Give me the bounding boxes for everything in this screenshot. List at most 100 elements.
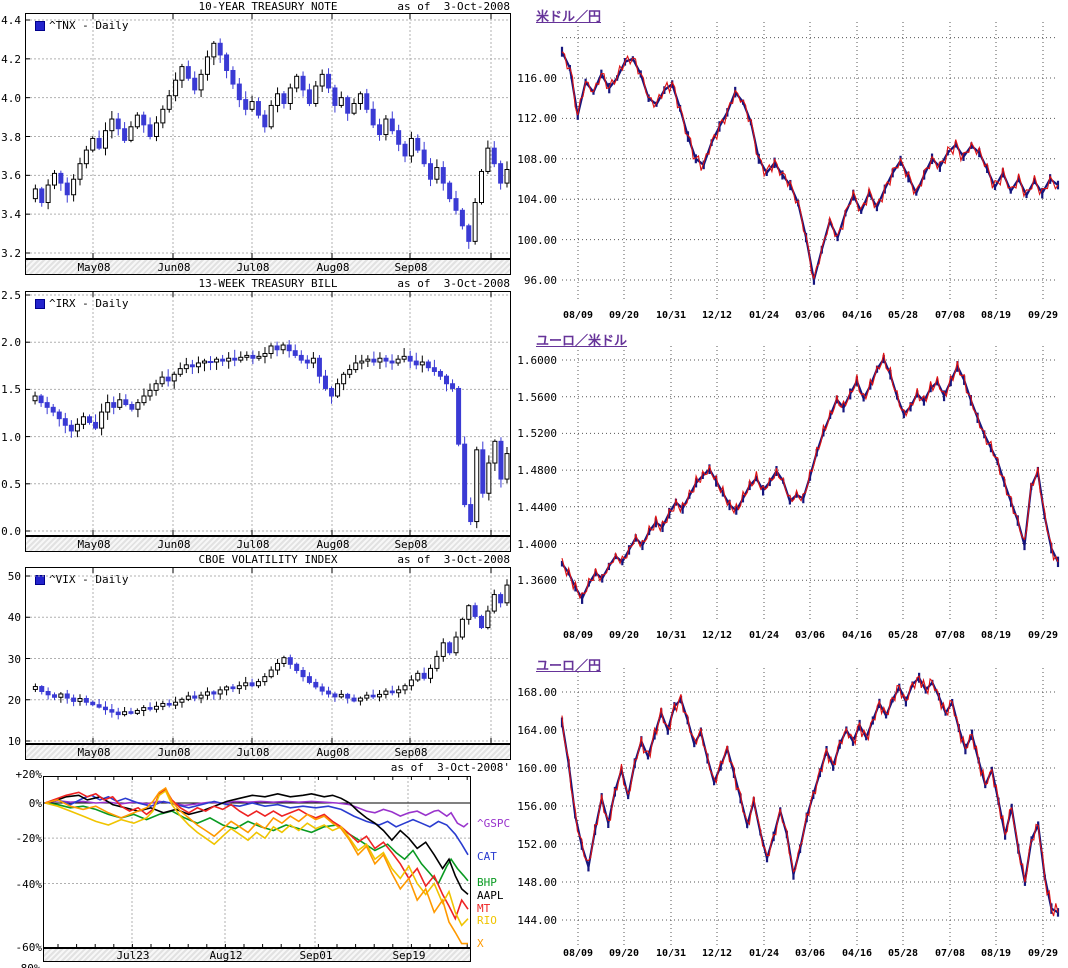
tnx-y-tick: 3.2: [1, 247, 21, 260]
eurjpy-x-tick: 08/09: [562, 948, 594, 959]
usdjpy-y-tick: 100.00: [517, 233, 557, 247]
pct-legend-AAPL: AAPL: [477, 889, 504, 902]
eurjpy-plot: [560, 668, 1060, 946]
eurjpy-x-tick: 01/24: [748, 948, 780, 959]
pct-clipped-bottom-label: -80%: [14, 962, 54, 968]
vix-chart-title: CBOE VOLATILITY INDEX: [198, 553, 338, 566]
tnx-x-tick: Jun08: [157, 261, 191, 274]
eurusd-y-tick: 1.5200: [517, 427, 557, 441]
gridlines: [25, 568, 510, 743]
vix-y-tick: 50: [7, 570, 21, 583]
irx-legend: ^IRX - Daily: [35, 297, 128, 310]
eurusd-y-tick: 1.3600: [517, 574, 557, 588]
eurjpy-x-tick: 04/16: [841, 948, 873, 959]
pct-y-tick: +20%: [15, 768, 43, 782]
candles: [32, 340, 510, 529]
eurjpy-x-tick: 10/31: [655, 948, 687, 959]
candles: [32, 579, 510, 720]
gridlines: [562, 22, 1058, 302]
usdjpy-y-tick: 96.00: [523, 274, 557, 287]
eurjpy-chart-title[interactable]: ユーロ／円: [536, 659, 602, 674]
vix-legend-square-icon: [35, 574, 45, 585]
series-AAPL: [44, 792, 469, 896]
usdjpy-y-tick: 116.00: [517, 72, 557, 85]
eurjpy-x-tick: 12/12: [701, 948, 733, 959]
tnx-y-tick: 4.0: [1, 91, 21, 105]
overlay-series: [561, 352, 1059, 600]
irx-y-tick: 0.0: [1, 525, 21, 538]
usdjpy-x-tick: 10/31: [655, 310, 687, 321]
eurusd-y-tick: 1.6000: [517, 354, 557, 367]
irx-x-axis-band: May08 Jun08 Jul08 Aug08 Sep08: [25, 536, 511, 552]
usdjpy-y-tick: 112.00: [517, 112, 557, 126]
eurusd-x-tick: 08/19: [980, 630, 1012, 641]
eurjpy-y-tick: 160.00: [517, 762, 557, 775]
vix-y-tick: 20: [7, 693, 21, 707]
tnx-x-tick: Sep08: [394, 261, 428, 274]
eurusd-x-tick: 03/06: [794, 630, 826, 641]
candles: [32, 38, 510, 249]
tnx-y-tick: 3.4: [1, 208, 21, 222]
tnx-legend-square-icon: [35, 20, 45, 31]
series-^GSPC: [44, 799, 469, 828]
vix-plot: [25, 567, 511, 744]
eurusd-y-tick: 1.5600: [517, 390, 557, 404]
usdjpy-x-tick: 07/08: [934, 310, 966, 321]
usdjpy-x-tick: 04/16: [841, 310, 873, 321]
eurjpy-x-tick: 03/06: [794, 948, 826, 959]
tnx-x-tick: Aug08: [316, 261, 350, 274]
usdjpy-y-tick: 108.00: [517, 152, 557, 166]
vix-x-tick: Aug08: [316, 746, 350, 759]
tnx-as-of: as of 3-Oct-2008: [397, 0, 510, 13]
vix-y-tick: 10: [7, 735, 21, 748]
eurusd-x-tick: 09/20: [608, 630, 640, 641]
usdjpy-chart-title[interactable]: 米ドル／円: [536, 10, 602, 25]
vix-x-tick: Jun08: [157, 746, 191, 759]
tnx-y-tick: 3.6: [1, 169, 21, 183]
irx-y-tick: 1.0: [1, 430, 21, 444]
overlay-series: [561, 675, 1059, 917]
irx-x-tick: Jun08: [157, 538, 191, 551]
eurusd-chart-title[interactable]: ユーロ／米ドル: [536, 334, 628, 349]
vix-x-tick: Sep08: [394, 746, 428, 759]
pct-y-tick: 0%: [28, 797, 42, 810]
eurusd-y-tick: 1.4400: [517, 500, 557, 514]
series-X: [44, 786, 468, 945]
pct-legend-BHP: BHP: [477, 876, 497, 889]
tnx-x-tick: May08: [77, 261, 111, 274]
vix-y-tick: 30: [7, 652, 21, 666]
eurusd-x-tick: 08/09: [562, 630, 594, 641]
tnx-y-tick: 4.4: [1, 14, 21, 27]
pct-y-tick: -40%: [15, 877, 43, 891]
pct-x-tick: Sep19: [392, 949, 426, 962]
pct-legend-CAT: CAT: [477, 850, 497, 863]
irx-x-tick: Sep08: [394, 538, 428, 551]
irx-y-tick: 0.5: [1, 477, 21, 491]
pct-legend-^GSPC: ^GSPC: [477, 817, 511, 830]
vix-x-axis-band: May08 Jun08 Jul08 Aug08 Sep08: [25, 744, 511, 760]
series-RIO: [44, 789, 469, 927]
series-MT: [44, 788, 469, 921]
eurjpy-x-tick: 09/29: [1027, 948, 1059, 959]
pct-x-tick: Sep01: [299, 949, 333, 962]
irx-x-tick: Jul08: [236, 538, 270, 551]
irx-legend-label: ^IRX - Daily: [49, 297, 129, 310]
overlay-series: [561, 51, 1059, 281]
eurjpy-x-tick: 05/28: [887, 948, 919, 959]
tnx-x-axis-band: May08 Jun08 Jul08 Aug08 Sep08: [25, 259, 511, 275]
eurjpy-x-tick: 07/08: [934, 948, 966, 959]
usdjpy-x-tick: 09/29: [1027, 310, 1059, 321]
eurjpy-x-tick: 08/19: [980, 948, 1012, 959]
irx-x-tick: May08: [77, 538, 111, 551]
eurusd-plot: [560, 346, 1060, 622]
irx-plot: [25, 291, 511, 536]
tnx-x-tick: Jul08: [236, 261, 270, 274]
pct-y-tick: -20%: [15, 832, 43, 846]
series-group: [44, 788, 469, 921]
series-group: [44, 799, 469, 828]
pct-legend-RIO: RIO: [477, 914, 497, 927]
usdjpy-x-tick: 01/24: [748, 310, 780, 321]
series-group: [44, 792, 469, 896]
eurusd-x-tick: 05/28: [887, 630, 919, 641]
